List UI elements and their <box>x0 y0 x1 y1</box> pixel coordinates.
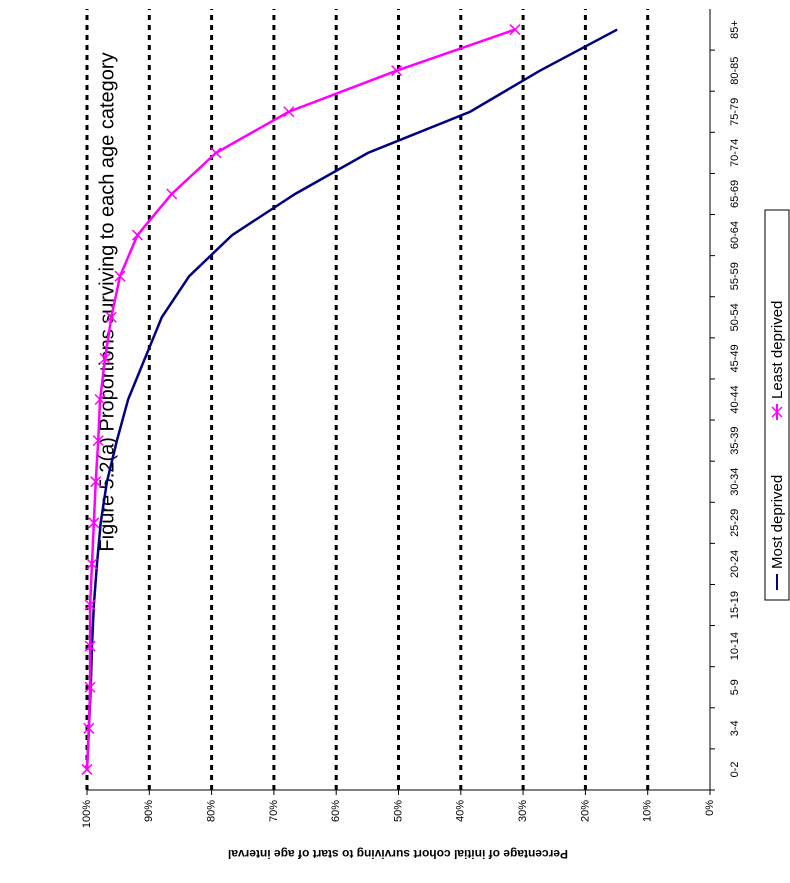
x-tick-label: 5-9 <box>729 679 741 695</box>
marker <box>84 599 96 611</box>
marker <box>84 681 96 693</box>
marker <box>83 722 95 734</box>
x-tick-label: 60-64 <box>729 221 741 249</box>
x-tick-label: 75-79 <box>729 98 741 126</box>
y-tick-label: 60% <box>330 800 342 822</box>
x-tick-label: 85+ <box>729 20 741 39</box>
marker <box>166 188 178 200</box>
x-tick-label: 35-39 <box>729 427 741 455</box>
marker <box>84 640 96 652</box>
chart-title: Figure 5.2(a) Proportions surviving to e… <box>96 52 118 551</box>
y-tick-label: 90% <box>143 800 155 822</box>
y-tick-label: 50% <box>392 800 404 822</box>
marker <box>81 763 93 775</box>
x-tick-label: 20-24 <box>729 550 741 578</box>
x-tick-label: 80-85 <box>729 57 741 85</box>
x-tick-label: 45-49 <box>729 344 741 372</box>
marker <box>92 435 104 447</box>
marker <box>114 270 126 282</box>
x-tick-label: 10-14 <box>729 632 741 660</box>
marker <box>283 106 295 118</box>
legend-label: Most deprived <box>769 475 786 569</box>
y-tick-label: 0% <box>704 800 716 816</box>
marker <box>94 393 106 406</box>
x-tick-label: 3-4 <box>729 720 741 736</box>
y-tick-label: 40% <box>455 800 467 822</box>
y-tick-label: 70% <box>268 800 280 822</box>
x-tick-label: 50-54 <box>729 303 741 331</box>
x-tick-label: 0-2 <box>729 761 741 777</box>
x-tick-label: 25-29 <box>729 509 741 537</box>
x-tick-label: 15-19 <box>729 591 741 619</box>
marker <box>131 229 143 241</box>
y-tick-label: 10% <box>642 800 654 822</box>
marker <box>90 476 102 488</box>
marker <box>509 24 521 36</box>
x-tick-label: 40-44 <box>729 385 741 413</box>
y-axis-title: Percentage of initial cohort surviving t… <box>228 847 568 861</box>
legend-marker <box>771 406 783 418</box>
marker <box>99 352 111 364</box>
x-tick-label: 55-59 <box>729 262 741 290</box>
marker <box>210 147 222 159</box>
marker <box>86 558 98 570</box>
x-tick-label: 30-34 <box>729 468 741 496</box>
y-tick-label: 100% <box>81 800 93 828</box>
x-tick-label: 65-69 <box>729 180 741 208</box>
marker <box>391 65 403 77</box>
chart-frame: Figure 5.2(a) Proportions surviving to e… <box>81 9 790 861</box>
y-tick-label: 30% <box>517 800 529 822</box>
legend-label: Least deprived <box>769 301 786 399</box>
y-tick-label: 20% <box>579 800 591 822</box>
marker <box>105 311 117 323</box>
marker <box>88 517 100 529</box>
series-line <box>85 28 618 770</box>
y-tick-label: 80% <box>206 800 218 822</box>
x-tick-label: 70-74 <box>729 139 741 167</box>
